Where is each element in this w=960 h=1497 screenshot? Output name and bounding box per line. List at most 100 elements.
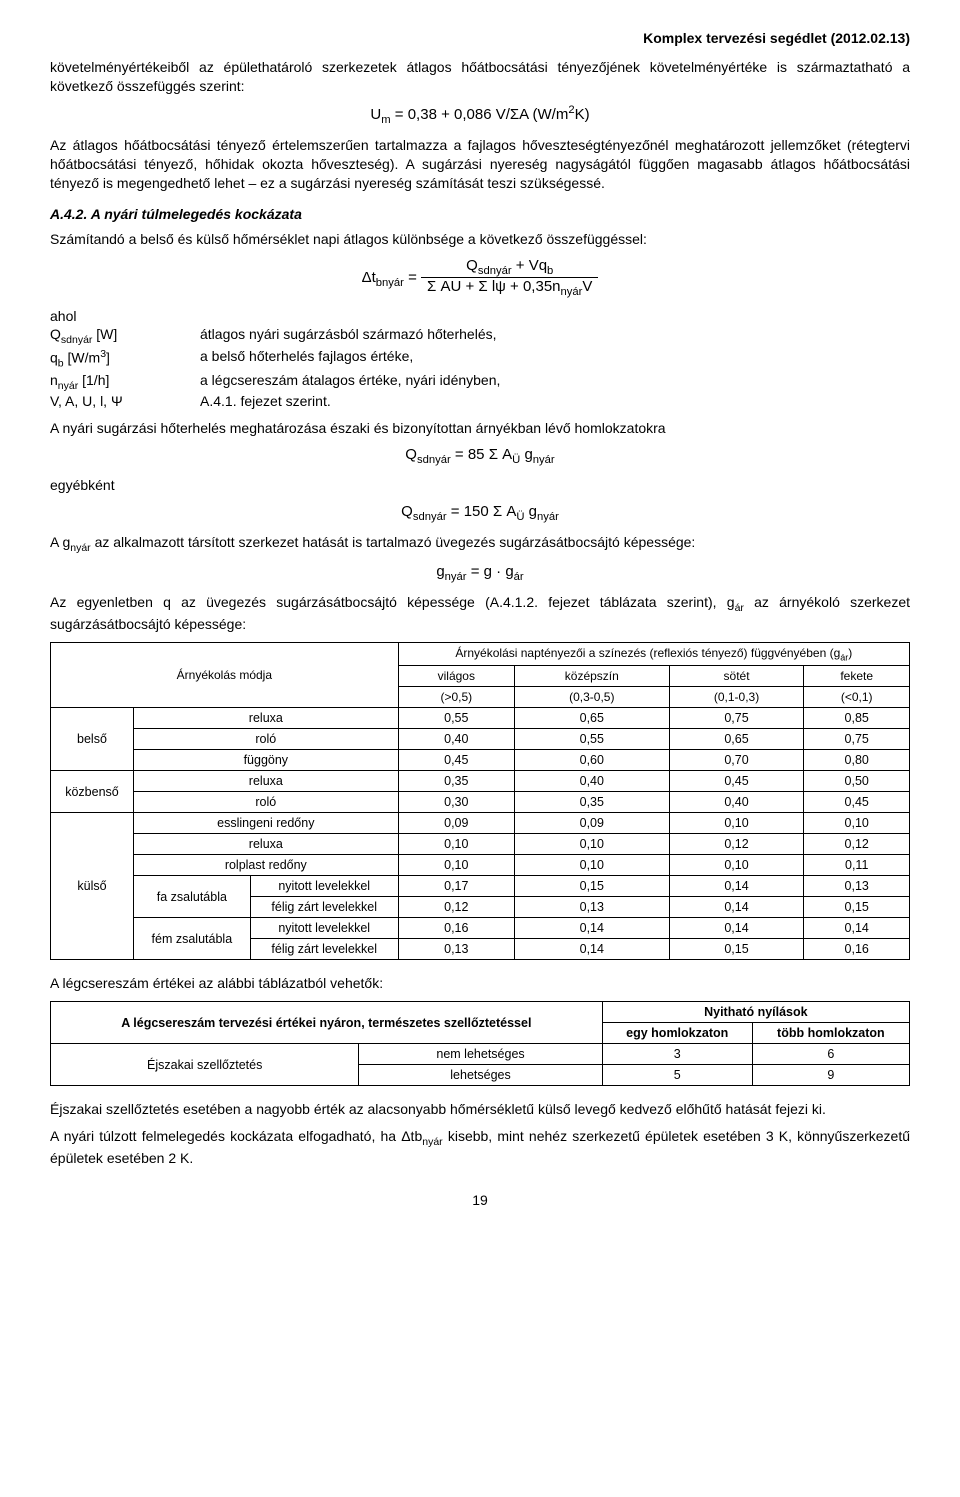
t1-val: 0,45 [669,771,804,792]
table-row: függöny0,450,600,700,80 [51,750,910,771]
table-row: Éjszakai szellőztetésnem lehetséges36 [51,1044,910,1065]
t1-val: 0,60 [514,750,669,771]
t1-rowname: reluxa [133,834,398,855]
t1-val: 0,10 [804,813,910,834]
t1-val: 0,10 [514,834,669,855]
def-val: A.4.1. fejezet szerint. [200,393,910,409]
t1-h-main: Árnyékolás módja [51,643,399,708]
t1-val: 0,13 [804,876,910,897]
t1-val: 0,16 [804,939,910,960]
t1-val: 0,10 [669,855,804,876]
t1-group: külső [51,813,134,960]
formula-dt: Δtbnyár = Qsdnyár + VqbΣ AU + Σ lψ + 0,3… [50,257,910,298]
para-5: egyébként [50,476,910,495]
t1-rowname: félig zárt levelekkel [250,897,398,918]
t2-rowname: nem lehetséges [359,1044,602,1065]
t1-val: 0,14 [669,897,804,918]
t1-val: 0,09 [398,813,514,834]
def-row: V, A, U, l, Ψ A.4.1. fejezet szerint. [50,393,910,409]
defs-intro: ahol [50,308,910,324]
t1-val: 0,75 [804,729,910,750]
t1-val: 0,14 [514,918,669,939]
t1-val: 0,15 [669,939,804,960]
t1-val: 0,40 [669,792,804,813]
t1-val: 0,10 [398,834,514,855]
t1-val: 0,65 [669,729,804,750]
t1-rowname: nyitott levelekkel [250,918,398,939]
def-key: V, A, U, l, Ψ [50,393,200,409]
para-10: A nyári túlzott felmelegedés kockázata e… [50,1127,910,1168]
table-row: külsőesslingeni redőny0,090,090,100,10 [51,813,910,834]
t1-val: 0,30 [398,792,514,813]
def-key: Qsdnyár [W] [50,326,200,346]
t1-rowname: függöny [133,750,398,771]
t1-val: 0,50 [804,771,910,792]
table-row: közbensőreluxa0,350,400,450,50 [51,771,910,792]
def-row: qb [W/m3] a belső hőterhelés fajlagos ér… [50,348,910,369]
para-3: Számítandó a belső és külső hőmérséklet … [50,230,910,249]
table-row: fém zsalutáblanyitott levelekkel0,160,14… [51,918,910,939]
t1-col-label: fekete [804,666,910,687]
t2-group: Éjszakai szellőztetés [51,1044,359,1086]
t1-val: 0,16 [398,918,514,939]
t1-val: 0,12 [398,897,514,918]
t1-val: 0,10 [514,855,669,876]
table-row: fa zsalutáblanyitott levelekkel0,170,150… [51,876,910,897]
t1-val: 0,12 [669,834,804,855]
page-number: 19 [50,1192,910,1208]
para-6: A gnyár az alkalmazott társított szerkez… [50,533,910,555]
t1-col-label: sötét [669,666,804,687]
t1-col-range: (<0,1) [804,687,910,708]
t2-val: 3 [602,1044,752,1065]
t1-rowname: reluxa [133,708,398,729]
para-8: A légcsereszám értékei az alábbi tábláza… [50,974,910,993]
shading-table: Árnyékolás módja Árnyékolási naptényezői… [50,642,910,960]
table-row: reluxa0,100,100,120,12 [51,834,910,855]
t1-val: 0,70 [669,750,804,771]
t1-val: 0,55 [514,729,669,750]
para-4: A nyári sugárzási hőterhelés meghatározá… [50,419,910,438]
para-9: Éjszakai szellőztetés esetében a nagyobb… [50,1100,910,1119]
t1-val: 0,10 [669,813,804,834]
t2-c2: több homlokzaton [752,1023,909,1044]
t1-val: 0,14 [669,918,804,939]
para-2: Az átlagos hőátbocsátási tényező értelem… [50,136,910,193]
t1-val: 0,65 [514,708,669,729]
t1-rowname: reluxa [133,771,398,792]
t1-val: 0,17 [398,876,514,897]
t1-val: 0,80 [804,750,910,771]
table-row: roló0,400,550,650,75 [51,729,910,750]
t1-val: 0,35 [398,771,514,792]
t2-val: 5 [602,1065,752,1086]
table-row: belsőreluxa0,550,650,750,85 [51,708,910,729]
def-key: nnyár [1/h] [50,372,200,392]
t1-val: 0,12 [804,834,910,855]
t1-rowname: rolplast redőny [133,855,398,876]
t1-col-label: középszín [514,666,669,687]
table-row: roló0,300,350,400,45 [51,792,910,813]
t1-col-range: (>0,5) [398,687,514,708]
t1-rowname: nyitott levelekkel [250,876,398,897]
def-row: Qsdnyár [W] átlagos nyári sugárzásból sz… [50,326,910,346]
t1-col-range: (0,1-0,3) [669,687,804,708]
t1-val: 0,09 [514,813,669,834]
t1-val: 0,14 [514,939,669,960]
def-val: a légcsereszám átalagos értéke, nyári id… [200,372,910,392]
t1-val: 0,40 [398,729,514,750]
table-row: rolplast redőny0,100,100,100,11 [51,855,910,876]
t1-val: 0,85 [804,708,910,729]
def-val: a belső hőterhelés fajlagos értéke, [200,348,910,369]
t1-val: 0,45 [804,792,910,813]
def-val: átlagos nyári sugárzásból származó hőter… [200,326,910,346]
def-row: nnyár [1/h] a légcsereszám átalagos érté… [50,372,910,392]
t1-rowname: roló [133,792,398,813]
para-intro: követelményértékeiből az épülethatároló … [50,58,910,96]
airchange-table: A légcsereszám tervezési értékei nyáron,… [50,1001,910,1086]
t1-group: közbenső [51,771,134,813]
formula-gnyar: gnyár = g · gár [50,563,910,583]
t1-group: belső [51,708,134,771]
t1-rowname: esslingeni redőny [133,813,398,834]
t1-val: 0,45 [398,750,514,771]
t2-rowname: lehetséges [359,1065,602,1086]
t1-val: 0,14 [804,918,910,939]
